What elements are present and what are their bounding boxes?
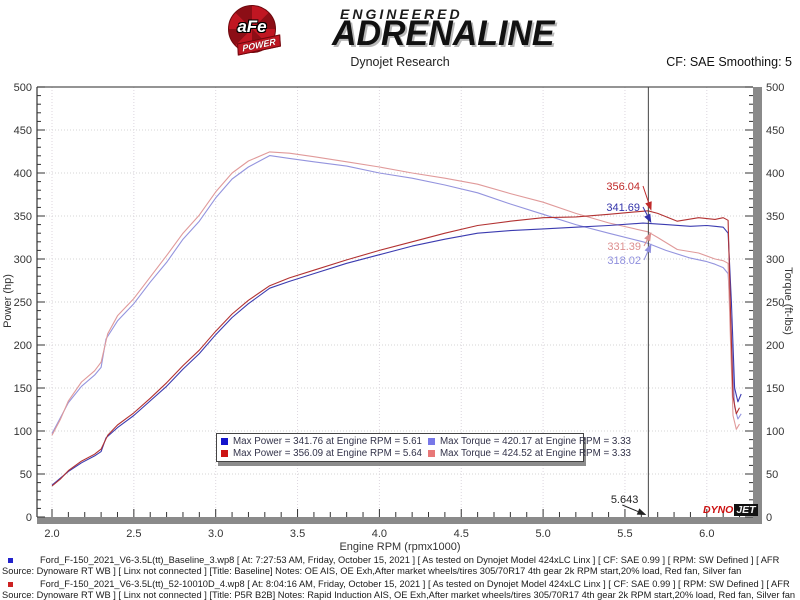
svg-text:450: 450 [766, 125, 784, 137]
svg-text:400: 400 [766, 168, 784, 180]
svg-text:250: 250 [14, 297, 32, 309]
dyno-chart: 0 0 50 50 100 100 150 150 200 200 250 250 300 300 350 3… [2, 82, 794, 553]
svg-text:341.69: 341.69 [606, 202, 640, 214]
legend-swatch-salmon [427, 450, 435, 457]
svg-text:150: 150 [766, 383, 784, 395]
svg-text:100: 100 [766, 426, 784, 438]
torque-axis-label: Torque (ft-lbs) [782, 267, 794, 335]
svg-text:350: 350 [14, 211, 32, 223]
svg-text:356.04: 356.04 [606, 181, 640, 193]
svg-text:318.02: 318.02 [607, 255, 641, 267]
svg-text:400: 400 [14, 168, 32, 180]
run-info-text: Ford_F-150_2021_V6-3.5L(tt)_Baseline_3.w… [2, 555, 780, 576]
legend-label: Max Power = 341.76 at Engine RPM = 5.61 [233, 436, 422, 447]
plot-area[interactable]: 0 0 50 50 100 100 150 150 200 200 250 250 300 300 350 3… [0, 0, 800, 565]
svg-text:0: 0 [26, 512, 32, 524]
svg-text:50: 50 [766, 469, 778, 481]
svg-text:300: 300 [766, 254, 784, 266]
legend-item-p5r-torque: Max Torque = 424.52 at Engine RPM = 3.33 [427, 448, 631, 459]
legend-label: Max Torque = 424.52 at Engine RPM = 3.33 [439, 448, 631, 459]
run-info-baseline: Ford_F-150_2021_V6-3.5L(tt)_Baseline_3.w… [0, 554, 800, 578]
svg-text:2.0: 2.0 [44, 528, 59, 540]
svg-text:500: 500 [766, 82, 784, 94]
run-bullet-blue-icon [8, 558, 13, 563]
afe-logo-text: aFe [237, 17, 267, 36]
legend-label: Max Torque = 420.17 at Engine RPM = 3.33 [439, 436, 631, 447]
chart-subtitle: Dynojet Research [350, 55, 450, 69]
smoothing-label: CF: SAE Smoothing: 5 [666, 55, 792, 69]
svg-text:4.0: 4.0 [372, 528, 387, 540]
svg-text:300: 300 [14, 254, 32, 266]
svg-text:4.5: 4.5 [454, 528, 469, 540]
svg-text:350: 350 [766, 211, 784, 223]
legend-item-p5r-power: Max Power = 356.09 at Engine RPM = 5.64 [221, 448, 422, 459]
dynojet-logo: DYNO JET [703, 504, 758, 516]
dynojet-logo-dyno: DYNO [703, 504, 734, 516]
svg-text:450: 450 [14, 125, 32, 137]
svg-text:6.0: 6.0 [699, 528, 714, 540]
power-axis-label: Power (hp) [2, 274, 14, 328]
svg-text:100: 100 [14, 426, 32, 438]
svg-text:250: 250 [766, 297, 784, 309]
run-info-text: Ford_F-150_2021_V6-3.5L(tt)_52-10010D_4.… [2, 579, 796, 600]
svg-text:0: 0 [766, 512, 772, 524]
svg-text:150: 150 [14, 383, 32, 395]
svg-text:5.0: 5.0 [535, 528, 550, 540]
svg-text:5.5: 5.5 [617, 528, 632, 540]
legend-swatch-blue [221, 438, 228, 445]
rpm-axis-label: Engine RPM (rpmx1000) [339, 541, 461, 553]
svg-text:3.5: 3.5 [290, 528, 305, 540]
svg-text:331.39: 331.39 [607, 241, 641, 253]
svg-text:500: 500 [14, 82, 32, 94]
adrenaline-text: ADRENALINE [332, 14, 555, 53]
legend-swatch-lightblue [427, 438, 435, 445]
svg-text:200: 200 [14, 340, 32, 352]
run-info-p5r: Ford_F-150_2021_V6-3.5L(tt)_52-10010D_4.… [0, 578, 800, 600]
svg-text:50: 50 [20, 469, 32, 481]
legend-item-baseline-torque: Max Torque = 420.17 at Engine RPM = 3.33 [427, 436, 631, 447]
legend-swatch-red [221, 450, 228, 457]
svg-text:200: 200 [766, 340, 784, 352]
legend-label: Max Power = 356.09 at Engine RPM = 5.64 [233, 448, 422, 459]
engineered-text: ENGINEERED [340, 6, 463, 22]
svg-text:3.0: 3.0 [208, 528, 223, 540]
legend-item-baseline-power: Max Power = 341.76 at Engine RPM = 5.61 [221, 436, 422, 447]
run-info-footer: Ford_F-150_2021_V6-3.5L(tt)_Baseline_3.w… [0, 554, 800, 600]
legend-box: Max Power = 341.76 at Engine RPM = 5.61 … [216, 433, 631, 462]
svg-text:2.5: 2.5 [126, 528, 141, 540]
run-bullet-red-icon [8, 582, 13, 587]
svg-text:5.643: 5.643 [611, 494, 639, 506]
dynojet-logo-jet: JET [734, 504, 758, 516]
